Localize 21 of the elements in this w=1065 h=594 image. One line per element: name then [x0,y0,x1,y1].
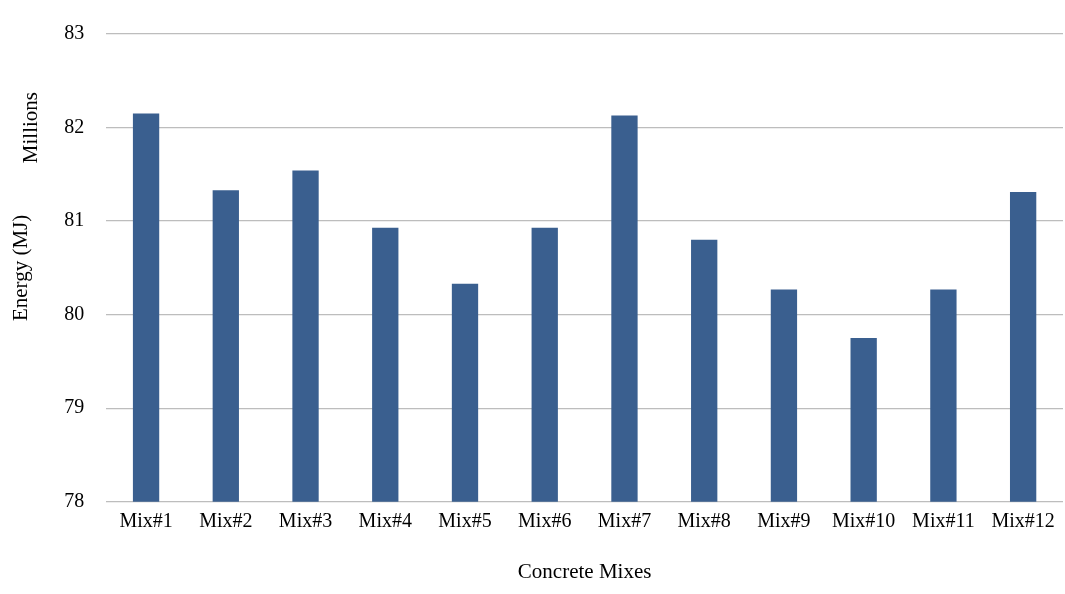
y-tick-label: 82 [64,114,85,137]
x-tick-label: Mix#5 [438,509,492,532]
y-axis-title: Energy (MJ) [8,214,33,322]
x-tick-label: Mix#9 [757,509,811,532]
x-tick-label: Mix#8 [677,509,731,532]
x-tick-label: Mix#3 [278,509,333,532]
y-tick-label: 81 [64,208,85,231]
y-tick-label: 80 [64,301,85,324]
x-tick-label: Mix#7 [597,509,652,532]
x-tick-label: Mix#12 [991,509,1055,532]
x-tick-label: Mix#1 [119,509,173,532]
y-tick-label: 83 [64,21,85,44]
x-tick-label: Mix#10 [831,509,896,532]
y-tick-label: 79 [64,395,85,418]
y-tick-label: 78 [64,489,85,512]
x-axis-title: Concrete Mixes [517,558,652,583]
text: Millions [17,91,42,164]
x-tick-label: Mix#4 [358,509,412,532]
x-tick-label: Mix#2 [199,509,253,532]
x-tick-label: Mix#6 [518,509,572,532]
x-tick-label: Mix#11 [912,509,975,532]
